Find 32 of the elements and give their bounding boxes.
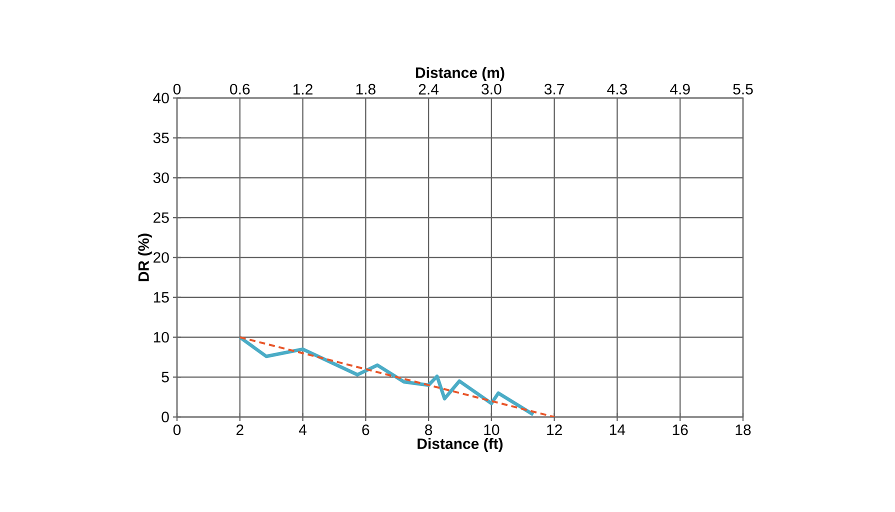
- x-tick-label: 10: [484, 424, 500, 436]
- x2-tick-label: 0.6: [230, 84, 250, 94]
- x2-tick-label: 4.9: [670, 84, 690, 94]
- y-tick-label: 5: [162, 372, 169, 382]
- x-tick-label: 6: [362, 424, 370, 436]
- x-tick-label: 18: [736, 424, 751, 436]
- x2-tick-label: 3.0: [482, 84, 502, 94]
- x2-tick-label: 5.5: [733, 84, 753, 94]
- x-tick-label: 0: [173, 424, 181, 436]
- x-tick-label: 8: [425, 424, 432, 436]
- y-tick-label: 35: [153, 132, 169, 144]
- y-tick-label: 15: [154, 292, 169, 303]
- x-tick-label: 4: [298, 424, 307, 435]
- x-tick-label: 12: [547, 424, 562, 436]
- y-tick-label: 30: [153, 172, 169, 184]
- x2-tick-label: 2.4: [418, 84, 439, 94]
- x-tick-label: 16: [672, 424, 688, 436]
- x2-axis-title: Distance (m): [416, 66, 504, 81]
- x2-tick-label: 1.2: [294, 84, 312, 94]
- y-tick-label: 20: [154, 252, 169, 263]
- y-tick-label: 0: [162, 412, 169, 422]
- x2-tick-label: 4.3: [607, 84, 627, 94]
- x-axis-title: Distance (ft): [418, 438, 503, 452]
- x-tick-label: 2: [236, 424, 244, 436]
- y-tick-label: 25: [154, 212, 169, 223]
- x2-tick-label: 0: [173, 84, 181, 94]
- y-axis-title: DR (%): [138, 234, 152, 282]
- y-tick-label: 10: [154, 332, 169, 343]
- x2-tick-label: 1.8: [356, 84, 376, 94]
- x2-tick-label: 3.7: [544, 84, 564, 94]
- y-tick-label: 40: [153, 92, 169, 104]
- x-tick-label: 14: [610, 424, 626, 435]
